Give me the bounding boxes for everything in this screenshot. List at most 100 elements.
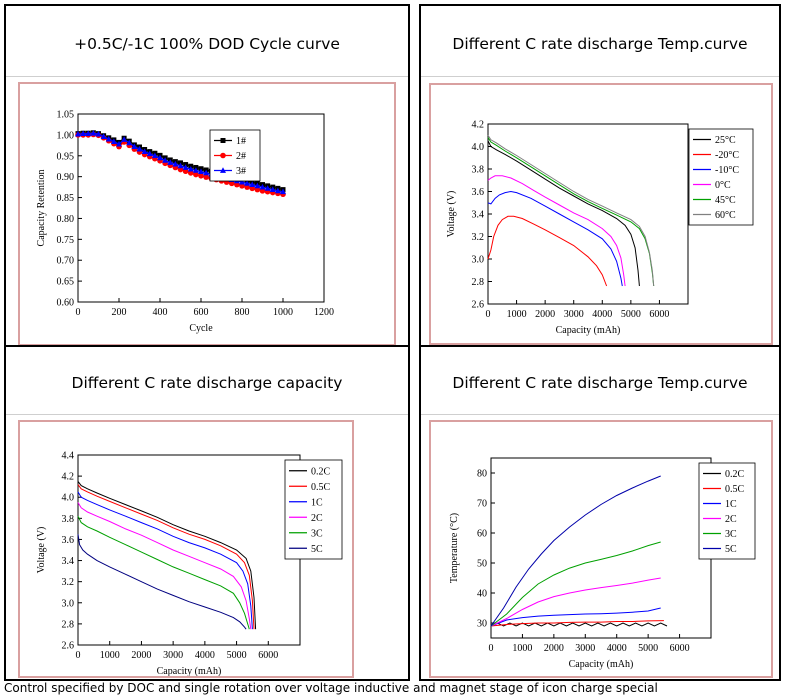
series-line bbox=[490, 577, 661, 627]
y-tick-label: 3.0 bbox=[62, 598, 75, 609]
data-point bbox=[203, 174, 209, 180]
x-axis-label: Capacity (mAh) bbox=[157, 666, 222, 676]
series-line bbox=[77, 515, 250, 630]
y-tick-label: 3.6 bbox=[472, 187, 485, 198]
data-point bbox=[167, 159, 174, 165]
x-tick-label: 1000 bbox=[273, 307, 293, 318]
data-point bbox=[80, 130, 87, 137]
y-tick-label: 1.05 bbox=[57, 110, 75, 121]
legend-label: 5C bbox=[311, 544, 323, 555]
legend-marker bbox=[220, 152, 226, 159]
series-line bbox=[487, 175, 626, 287]
legend-box bbox=[284, 459, 343, 560]
x-tick-label: 0 bbox=[76, 650, 81, 661]
page-caption: Control specified by DOC and single rota… bbox=[4, 681, 658, 695]
y-tick-label: 1.00 bbox=[57, 130, 75, 141]
y-tick-label: 4.2 bbox=[472, 120, 485, 131]
x-tick-label: 800 bbox=[235, 307, 250, 318]
y-tick-label: 40 bbox=[477, 589, 487, 600]
x-tick-label: 5000 bbox=[621, 309, 641, 320]
y-tick-label: 0.90 bbox=[57, 172, 75, 183]
y-tick-label: 3.0 bbox=[472, 255, 485, 266]
data-point bbox=[146, 150, 153, 157]
chart-title: +0.5C/-1C 100% DOD Cycle curve bbox=[74, 35, 340, 53]
data-point bbox=[100, 133, 107, 139]
title-divider bbox=[421, 414, 779, 415]
crate-voltage-chart: 0 1000 2000 3000 4000 5000 6000 2.6 2.8 3.0 3.2 3.4… bbox=[36, 451, 343, 677]
chart-title: Different C rate discharge capacity bbox=[71, 374, 343, 392]
x-tick-label: 4000 bbox=[607, 643, 627, 654]
x-tick-label: 6000 bbox=[649, 309, 669, 320]
data-point bbox=[259, 183, 266, 190]
y-tick-label: 3.6 bbox=[62, 535, 75, 546]
y-tick-label: 70 bbox=[477, 499, 487, 510]
data-point bbox=[244, 180, 251, 186]
x-tick-label: 5000 bbox=[638, 643, 658, 654]
legend-label: 1# bbox=[236, 136, 246, 147]
y-tick-label: 30 bbox=[477, 619, 487, 630]
crate-temp-chart: 0 1000 2000 3000 4000 5000 6000 30 40 50 60 70 80 Cap… bbox=[449, 457, 756, 670]
series-line bbox=[77, 534, 247, 630]
legend-label: 1C bbox=[725, 499, 737, 510]
data-point bbox=[274, 187, 281, 194]
y-tick-label: 3.8 bbox=[62, 514, 75, 525]
series-line bbox=[487, 140, 640, 287]
y-tick-label: 2.8 bbox=[472, 277, 485, 288]
data-point bbox=[198, 168, 204, 175]
data-point bbox=[187, 165, 194, 172]
x-tick-label: 1200 bbox=[314, 307, 334, 318]
data-point bbox=[136, 145, 143, 152]
x-tick-label: 0 bbox=[76, 307, 81, 318]
series-line bbox=[77, 481, 257, 630]
legend-label: 5C bbox=[725, 544, 737, 555]
x-tick-label: 2000 bbox=[131, 650, 151, 661]
title-divider bbox=[421, 76, 779, 77]
legend-marker bbox=[220, 138, 226, 143]
y-axis-label: Temperature (°C) bbox=[449, 513, 460, 583]
series-line bbox=[487, 215, 608, 287]
series-line bbox=[490, 607, 661, 627]
x-tick-label: 6000 bbox=[258, 650, 278, 661]
data-point bbox=[85, 130, 92, 137]
legend-label: 0.5C bbox=[311, 482, 331, 493]
series-line bbox=[77, 484, 255, 630]
chart-frame: 0 1000 2000 3000 4000 5000 6000 30 40 50 60 70 80 Cap… bbox=[429, 420, 773, 678]
chart-frame: 0 1000 2000 3000 4000 5000 6000 2.6 2.8 3.0 3.2 3.4… bbox=[18, 420, 354, 678]
y-tick-label: 0.70 bbox=[57, 256, 75, 267]
legend-label: 60°C bbox=[715, 210, 736, 221]
y-tick-label: 4.0 bbox=[62, 493, 75, 504]
data-point bbox=[141, 148, 148, 154]
plot-frame bbox=[490, 457, 712, 639]
data-point bbox=[151, 152, 158, 159]
legend-label: 3# bbox=[236, 166, 246, 177]
x-axis-label: Capacity (mAh) bbox=[569, 659, 634, 670]
data-point bbox=[182, 164, 189, 170]
x-tick-label: 600 bbox=[194, 307, 209, 318]
series-line bbox=[490, 620, 664, 627]
x-tick-label: 3000 bbox=[575, 643, 595, 654]
legend-box bbox=[698, 462, 756, 560]
plot-frame bbox=[487, 123, 689, 305]
data-point bbox=[254, 182, 261, 189]
data-point bbox=[264, 185, 271, 191]
chart-frame: 0 200 400 600 800 1000 1200 0.60 0.65 0.70 0.75 0.8… bbox=[18, 82, 396, 346]
x-axis-label: Capacity (mAh) bbox=[556, 325, 621, 336]
x-tick-label: 1000 bbox=[507, 309, 527, 320]
panel-crate-capacity: Different C rate discharge capacity 0 100… bbox=[4, 345, 410, 681]
legend-label: 0.5C bbox=[725, 484, 745, 495]
data-point bbox=[162, 157, 169, 163]
y-tick-label: 0.75 bbox=[57, 235, 75, 246]
data-point bbox=[90, 130, 97, 136]
y-tick-label: 80 bbox=[477, 469, 487, 480]
x-tick-label: 5000 bbox=[227, 650, 247, 661]
data-point bbox=[121, 136, 128, 142]
legend-label: 2C bbox=[311, 513, 323, 524]
legend-label: 2C bbox=[725, 514, 737, 525]
data-point bbox=[198, 173, 204, 179]
series-line bbox=[77, 491, 253, 630]
chart-title: Different C rate discharge Temp.curve bbox=[452, 374, 748, 392]
data-point bbox=[192, 167, 199, 173]
y-axis-label: Capacity Retention bbox=[36, 170, 47, 247]
data-point bbox=[269, 186, 276, 193]
data-point bbox=[239, 178, 245, 185]
